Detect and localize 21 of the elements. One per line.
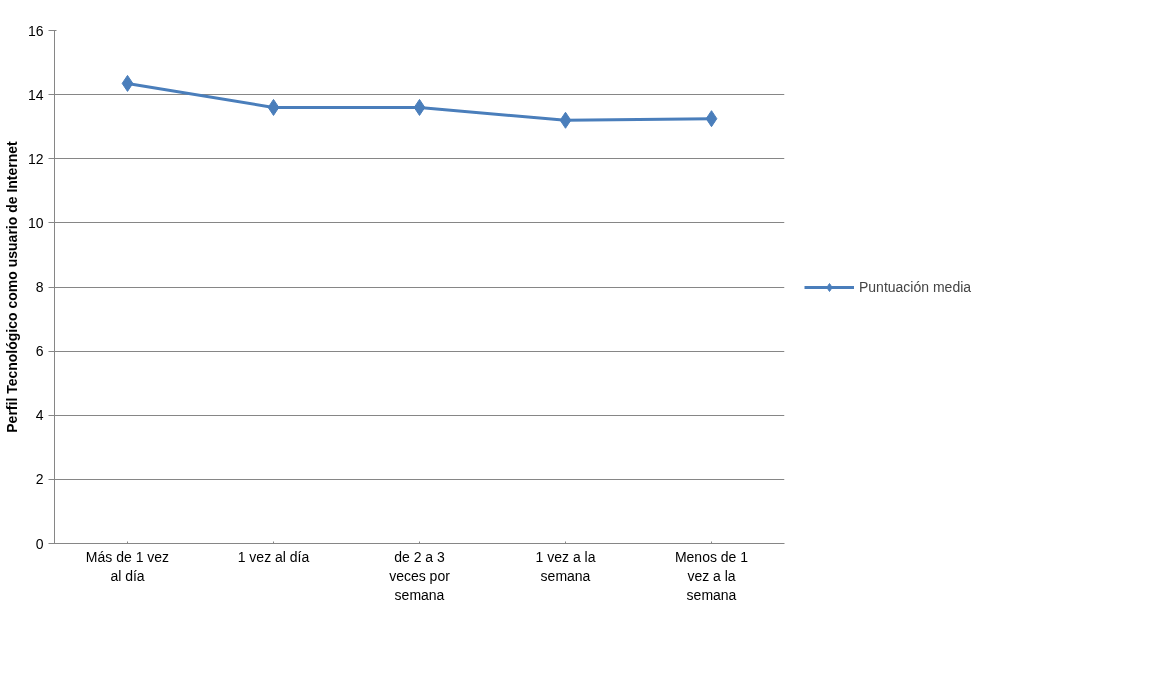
point (121, 74, 134, 92)
y-tick-label: 10 (27, 214, 44, 231)
point (413, 98, 426, 116)
x-tick-label: Menos de 1 vez a la semana (674, 548, 749, 603)
x-tick-label: de 2 a 3 veces por semana (389, 548, 451, 603)
x-tick-label: Más de 1 vez al día (85, 548, 170, 584)
y-tick-label: 14 (27, 86, 44, 103)
y-tick-label: 12 (27, 150, 44, 167)
x-tick-label: 1 vez a la semana (535, 548, 596, 584)
point (705, 110, 718, 128)
y-tick-label: 16 (27, 22, 44, 39)
y-tick-label: 8 (35, 279, 44, 295)
y-axis-title: Perfil Tecnológico como usuario de Internet (3, 140, 20, 433)
legend-label: Puntuación media (859, 278, 972, 295)
y-tick-label: 6 (35, 343, 44, 360)
point (559, 111, 572, 129)
y-tick-label: 0 (35, 535, 44, 552)
point (267, 98, 280, 116)
x-tick-label: 1 vez al día (237, 548, 310, 565)
y-tick-label: 2 (35, 471, 44, 488)
y-tick-label: 4 (35, 407, 44, 424)
